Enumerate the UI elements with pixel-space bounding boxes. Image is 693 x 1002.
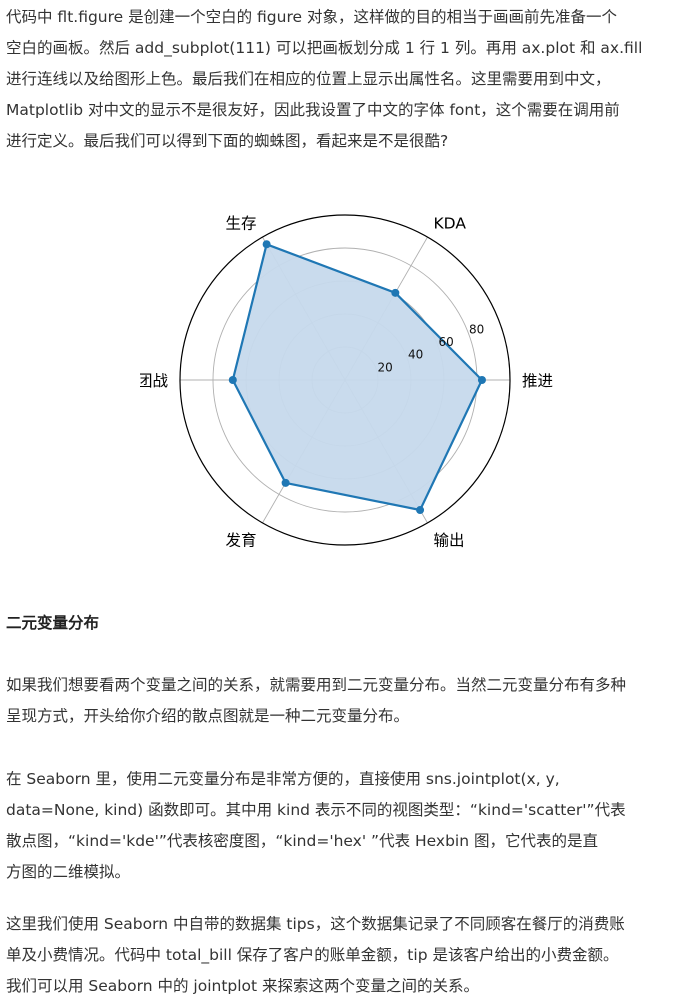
paragraph-line: 进行连线以及给图形上色。最后我们在相应的位置上显示出属性名。这里需要用到中文，: [6, 70, 611, 88]
category-label: 发育: [225, 531, 256, 549]
paragraph-line: data=None, kind) 函数即可。其中用 kind 表示不同的视图类型…: [6, 801, 626, 819]
category-label: 生存: [225, 215, 256, 233]
tips-dataset-paragraph: 这里我们使用 Seaborn 中自带的数据集 tips，这个数据集记录了不同顾客…: [6, 909, 690, 1002]
category-label: 输出: [434, 531, 465, 549]
jointplot-paragraph: 在 Seaborn 里，使用二元变量分布是非常方便的，直接使用 sns.join…: [6, 764, 690, 888]
data-point: [262, 240, 271, 249]
paragraph-line: Matplotlib 对中文的显示不是很友好，因此我设置了中文的字体 font，…: [6, 101, 620, 119]
radial-tick-label: 20: [377, 360, 392, 374]
radial-tick-label: 40: [408, 348, 423, 362]
data-point: [416, 506, 425, 515]
paragraph-line: 代码中 flt.figure 是创建一个空白的 figure 对象，这样做的目的…: [6, 8, 617, 26]
paragraph-line: 如果我们想要看两个变量之间的关系，就需要用到二元变量分布。当然二元变量分布有多种: [6, 676, 627, 694]
paragraph-line: 空白的画板。然后 add_subplot(111) 可以把画板划分成 1 行 1…: [6, 39, 643, 57]
paragraph-line: 单及小费情况。代码中 total_bill 保存了客户的账单金额，tip 是该客…: [6, 946, 619, 964]
data-point: [391, 288, 400, 297]
data-point: [281, 478, 290, 487]
category-label: KDA: [434, 215, 467, 233]
radial-tick-label: 60: [438, 335, 453, 349]
data-point: [477, 376, 486, 384]
intro-paragraph: 代码中 flt.figure 是创建一个空白的 figure 对象，这样做的目的…: [6, 2, 690, 157]
data-point: [228, 376, 237, 384]
data-area: [232, 244, 482, 511]
paragraph-line: 这里我们使用 Seaborn 中自带的数据集 tips，这个数据集记录了不同顾客…: [6, 915, 625, 933]
category-label: 团战: [140, 372, 168, 390]
category-label: 推进: [522, 372, 553, 390]
paragraph-line: 呈现方式，开头给你介绍的散点图就是一种二元变量分布。: [6, 707, 410, 725]
paragraph-line: 散点图，“kind='kde'”代表核密度图，“kind='hex' ”代表 H…: [6, 832, 598, 850]
paragraph-line: 我们可以用 Seaborn 中的 jointplot 来探索这两个变量之间的关系…: [6, 977, 480, 995]
section-heading: 二元变量分布: [6, 614, 100, 632]
paragraph-line: 方图的二维模拟。: [6, 863, 131, 881]
radial-tick-label: 80: [469, 322, 484, 336]
paragraph-line: 在 Seaborn 里，使用二元变量分布是非常方便的，直接使用 sns.join…: [6, 770, 560, 788]
paragraph-line: 进行定义。最后我们可以得到下面的蜘蛛图，看起来是不是很酷?: [6, 132, 449, 150]
bivariate-intro-paragraph: 如果我们想要看两个变量之间的关系，就需要用到二元变量分布。当然二元变量分布有多种…: [6, 670, 690, 732]
radar-frame: [179, 214, 511, 546]
